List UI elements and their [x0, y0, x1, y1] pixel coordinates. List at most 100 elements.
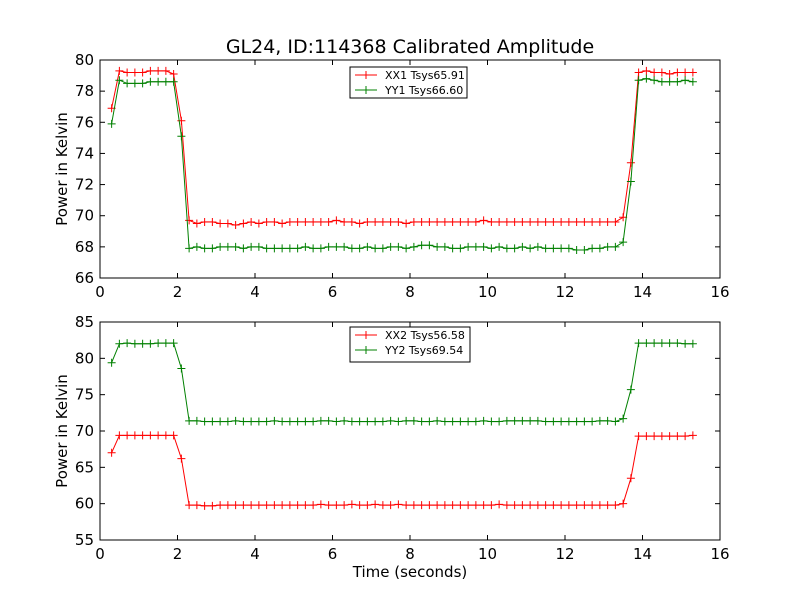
data-point — [611, 242, 620, 251]
data-point — [471, 501, 480, 510]
data-point — [138, 431, 147, 440]
data-point — [270, 217, 279, 226]
x-tick-label: 10 — [478, 545, 497, 563]
data-point — [549, 501, 558, 510]
data-point — [231, 501, 240, 510]
legend-entry: XX2 Tsys56.58 — [385, 329, 465, 342]
data-point — [192, 219, 201, 228]
data-point — [626, 474, 635, 483]
data-point — [425, 241, 434, 250]
data-point — [270, 501, 279, 510]
data-point — [200, 217, 209, 226]
data-point — [278, 417, 287, 426]
data-point — [347, 417, 356, 426]
data-point — [340, 217, 349, 226]
data-point — [688, 68, 697, 77]
data-point — [161, 66, 170, 75]
data-point — [619, 213, 628, 222]
data-point — [161, 431, 170, 440]
data-point — [409, 501, 418, 510]
data-point — [495, 242, 504, 251]
data-point — [588, 217, 597, 226]
data-point — [316, 416, 325, 425]
data-point — [123, 68, 132, 77]
data-point — [588, 244, 597, 253]
data-point — [603, 242, 612, 251]
data-point — [254, 219, 263, 228]
data-point — [417, 501, 426, 510]
data-point — [603, 416, 612, 425]
data-point — [254, 417, 263, 426]
data-point — [115, 66, 124, 75]
data-point — [386, 242, 395, 251]
data-point — [572, 217, 581, 226]
data-point — [533, 416, 542, 425]
data-point — [216, 501, 225, 510]
data-point — [510, 501, 519, 510]
data-point — [324, 242, 333, 251]
data-point — [247, 242, 256, 251]
data-point — [386, 416, 395, 425]
data-point — [425, 501, 434, 510]
data-point — [223, 501, 232, 510]
data-point — [223, 417, 232, 426]
data-point — [495, 500, 504, 509]
data-point — [154, 431, 163, 440]
data-point — [595, 217, 604, 226]
data-point — [433, 242, 442, 251]
data-point — [378, 501, 387, 510]
data-point — [154, 77, 163, 86]
data-point — [378, 217, 387, 226]
y-tick-label: 60 — [75, 495, 94, 513]
data-point — [324, 416, 333, 425]
data-point — [340, 501, 349, 510]
data-point — [564, 501, 573, 510]
data-point — [518, 416, 527, 425]
data-point — [192, 501, 201, 510]
x-tick-label: 0 — [95, 545, 105, 563]
data-point — [146, 66, 155, 75]
data-point — [456, 501, 465, 510]
data-point — [533, 217, 542, 226]
data-point — [417, 241, 426, 250]
data-point — [262, 501, 271, 510]
data-point — [688, 339, 697, 348]
data-point — [130, 339, 139, 348]
data-point — [456, 417, 465, 426]
data-point — [619, 414, 628, 423]
data-point — [340, 416, 349, 425]
x-tick-label: 16 — [710, 283, 729, 301]
data-point — [293, 417, 302, 426]
data-point — [526, 217, 535, 226]
data-point — [440, 242, 449, 251]
data-point — [580, 217, 589, 226]
data-point — [557, 244, 566, 253]
data-point — [185, 216, 194, 225]
data-point — [130, 68, 139, 77]
data-point — [185, 416, 194, 425]
data-point — [402, 501, 411, 510]
data-point — [130, 79, 139, 88]
legend-marker — [362, 71, 370, 79]
data-point — [386, 501, 395, 510]
data-point — [464, 242, 473, 251]
data-point — [580, 245, 589, 254]
data-point — [208, 217, 217, 226]
data-point — [386, 217, 395, 226]
data-point — [216, 242, 225, 251]
data-point — [355, 501, 364, 510]
data-point — [541, 244, 550, 253]
data-point — [208, 244, 217, 253]
data-point — [564, 217, 573, 226]
data-point — [285, 501, 294, 510]
data-point — [611, 501, 620, 510]
data-point — [595, 244, 604, 253]
data-point — [433, 217, 442, 226]
data-point — [502, 416, 511, 425]
data-point — [626, 158, 635, 167]
data-point — [363, 242, 372, 251]
data-point — [479, 501, 488, 510]
y-tick-label: 70 — [75, 207, 94, 225]
